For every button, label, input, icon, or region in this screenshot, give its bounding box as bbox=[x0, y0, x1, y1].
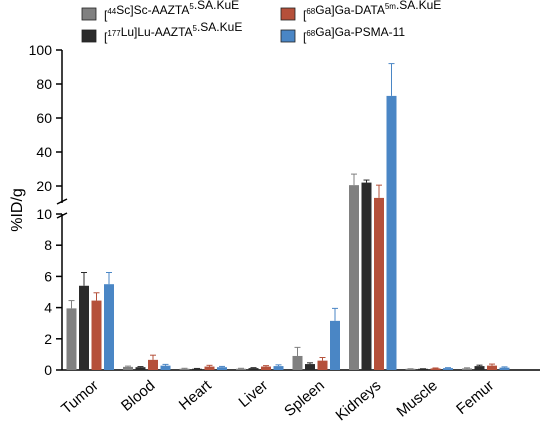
axes: 0 2 4 6 8 10 20 40 60 80 100 bbox=[29, 42, 540, 378]
y-tick-label: 80 bbox=[36, 76, 52, 92]
bar bbox=[66, 308, 77, 370]
x-tick-label: Tumor bbox=[58, 377, 102, 418]
bar bbox=[217, 367, 227, 370]
bar bbox=[148, 359, 158, 370]
x-axis-labels: Tumor Blood Heart Liver Spleen Kidneys Muscle F… bbox=[58, 377, 497, 425]
bar bbox=[160, 365, 171, 370]
bar bbox=[462, 368, 472, 370]
y-tick-label: 40 bbox=[36, 144, 52, 160]
y-tick-label: 2 bbox=[44, 331, 52, 347]
axis-break-mark bbox=[56, 212, 68, 219]
legend-label: [68Ga]Ga-PSMA-11 bbox=[303, 25, 405, 44]
legend-label: [177Lu]Lu-AAZTA5.SA.KuE bbox=[104, 20, 242, 44]
legend-item: [177Lu]Lu-AAZTA5.SA.KuE bbox=[81, 20, 242, 44]
y-axis-label: %ID/g bbox=[9, 188, 26, 232]
bar bbox=[430, 368, 441, 370]
x-tick-label: Kidneys bbox=[333, 377, 385, 424]
bar bbox=[374, 197, 384, 370]
y-tick-label: 0 bbox=[44, 362, 52, 378]
legend-item: [68Ga]Ga-DATA5m.SA.KuE bbox=[280, 0, 441, 22]
bar bbox=[192, 368, 202, 370]
bar bbox=[405, 368, 416, 370]
bar bbox=[273, 366, 284, 370]
legend-swatch bbox=[280, 7, 296, 21]
bar bbox=[236, 368, 246, 370]
x-tick-label: Muscle bbox=[393, 377, 440, 421]
x-tick-label: Femur bbox=[453, 377, 497, 418]
bar bbox=[418, 368, 428, 370]
axis-break-mark bbox=[56, 198, 68, 205]
legend-swatch bbox=[280, 29, 296, 43]
bar bbox=[261, 366, 271, 370]
bar bbox=[248, 368, 259, 370]
bar bbox=[443, 368, 453, 370]
legend-label: [44Sc]Sc-AAZTA5.SA.KuE bbox=[104, 0, 239, 22]
bar bbox=[305, 364, 315, 370]
legend-label: [68Ga]Ga-DATA5m.SA.KuE bbox=[303, 0, 441, 22]
legend-item: [44Sc]Sc-AAZTA5.SA.KuE bbox=[81, 0, 239, 22]
x-tick-label: Liver bbox=[235, 377, 271, 411]
legend-swatch bbox=[81, 7, 97, 21]
y-tick-label: 8 bbox=[44, 237, 52, 253]
bar bbox=[79, 285, 89, 370]
bar bbox=[317, 360, 328, 370]
bar bbox=[91, 300, 102, 370]
bar bbox=[499, 367, 510, 370]
bar bbox=[179, 368, 190, 370]
bar bbox=[349, 185, 359, 370]
x-tick-label: Blood bbox=[118, 377, 158, 415]
y-tick-label: 60 bbox=[36, 110, 52, 126]
bar bbox=[135, 367, 146, 370]
legend-item: [68Ga]Ga-PSMA-11 bbox=[280, 25, 405, 44]
legend: [44Sc]Sc-AAZTA5.SA.KuE[177Lu]Lu-AAZTA5.S… bbox=[81, 0, 441, 44]
x-tick-label: Heart bbox=[176, 377, 216, 414]
y-tick-label: 10 bbox=[36, 206, 52, 222]
bar bbox=[123, 366, 133, 370]
y-tick-label: 4 bbox=[44, 300, 52, 316]
y-tick-label: 20 bbox=[36, 178, 52, 194]
bar bbox=[104, 284, 114, 370]
bar bbox=[292, 355, 303, 370]
bar bbox=[330, 320, 340, 370]
y-tick-label: 100 bbox=[29, 42, 53, 58]
bar bbox=[487, 365, 497, 370]
bar bbox=[474, 366, 485, 370]
legend-swatch bbox=[81, 29, 97, 43]
bar bbox=[361, 182, 372, 370]
x-tick-label: Spleen bbox=[281, 377, 328, 420]
bar bbox=[204, 366, 215, 370]
bar bbox=[386, 95, 397, 371]
y-tick-label: 6 bbox=[44, 268, 52, 284]
bars bbox=[66, 63, 510, 371]
